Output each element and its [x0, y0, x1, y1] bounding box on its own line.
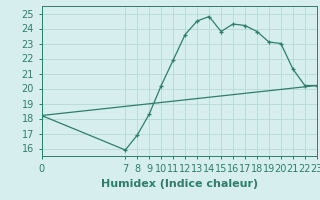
- X-axis label: Humidex (Indice chaleur): Humidex (Indice chaleur): [100, 179, 258, 189]
